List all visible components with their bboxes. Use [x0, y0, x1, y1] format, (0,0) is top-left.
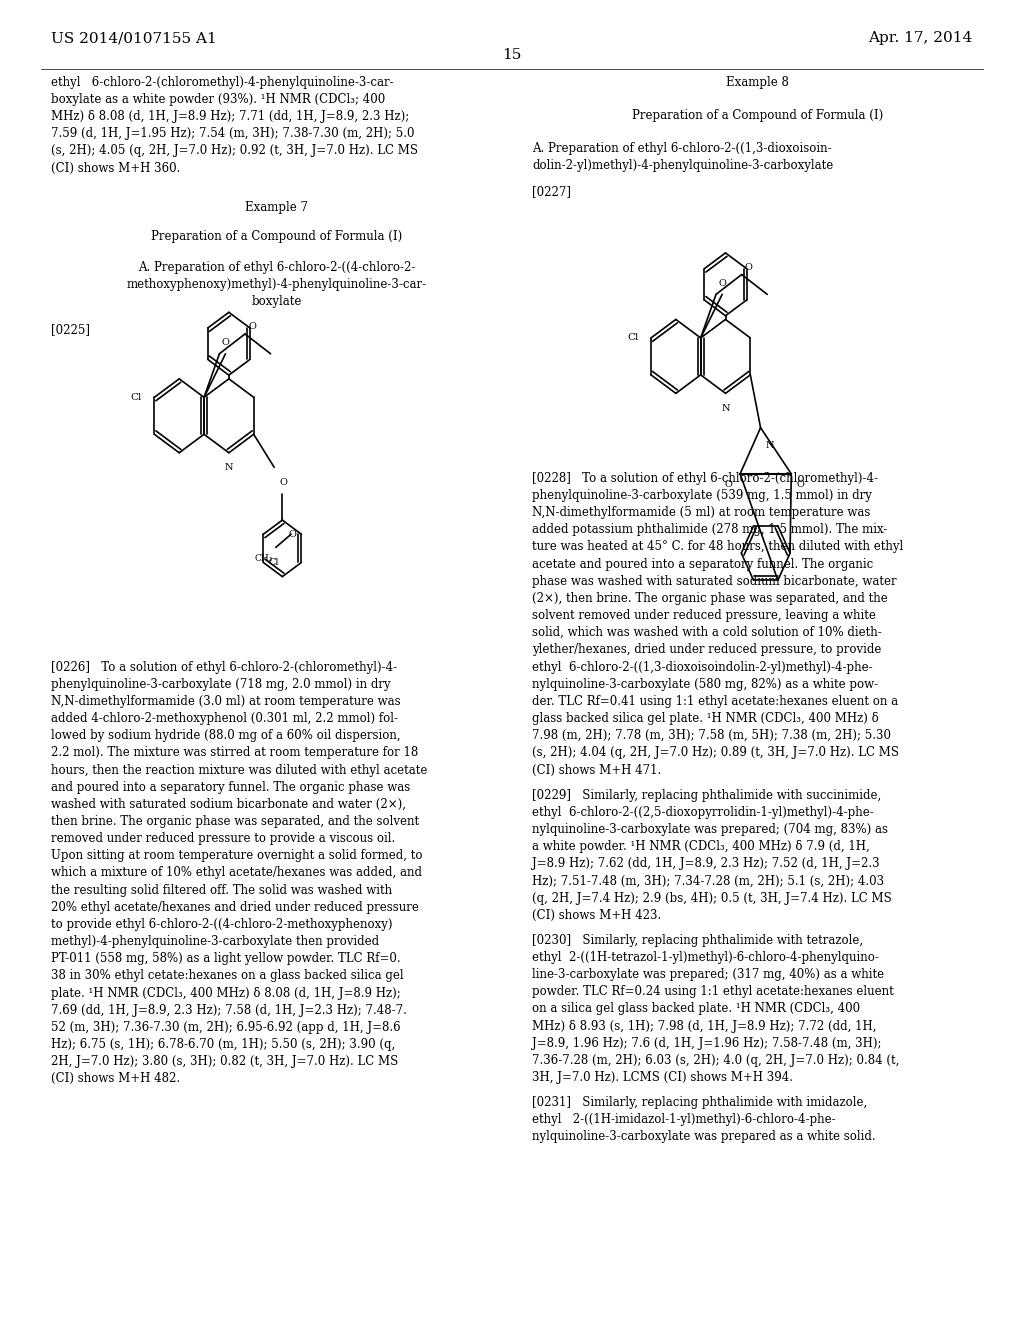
- Text: nylquinoline-3-carboxylate (580 mg, 82%) as a white pow-: nylquinoline-3-carboxylate (580 mg, 82%)…: [532, 677, 879, 690]
- Text: N,N-dimethylformamide (3.0 ml) at room temperature was: N,N-dimethylformamide (3.0 ml) at room t…: [51, 694, 400, 708]
- Text: 7.59 (d, 1H, J=1.95 Hz); 7.54 (m, 3H); 7.38-7.30 (m, 2H); 5.0: 7.59 (d, 1H, J=1.95 Hz); 7.54 (m, 3H); 7…: [51, 127, 415, 140]
- Text: acetate and poured into a separatory funnel. The organic: acetate and poured into a separatory fun…: [532, 557, 873, 570]
- Text: PT-011 (558 mg, 58%) as a light yellow powder. TLC Rf=0.: PT-011 (558 mg, 58%) as a light yellow p…: [51, 952, 400, 965]
- Text: 7.69 (dd, 1H, J=8.9, 2.3 Hz); 7.58 (d, 1H, J=2.3 Hz); 7.48-7.: 7.69 (dd, 1H, J=8.9, 2.3 Hz); 7.58 (d, 1…: [51, 1003, 408, 1016]
- Text: on a silica gel glass backed plate. ¹H NMR (CDCl₃, 400: on a silica gel glass backed plate. ¹H N…: [532, 1002, 860, 1015]
- Text: N: N: [224, 463, 233, 473]
- Text: which a mixture of 10% ethyl acetate/hexanes was added, and: which a mixture of 10% ethyl acetate/hex…: [51, 866, 422, 879]
- Text: Example 7: Example 7: [245, 201, 308, 214]
- Text: O: O: [221, 338, 229, 347]
- Text: boxylate as a white powder (93%). ¹H NMR (CDCl₃; 400: boxylate as a white powder (93%). ¹H NMR…: [51, 92, 385, 106]
- Text: nylquinoline-3-carboxylate was prepared as a white solid.: nylquinoline-3-carboxylate was prepared …: [532, 1130, 877, 1143]
- Text: Preparation of a Compound of Formula (I): Preparation of a Compound of Formula (I): [151, 230, 402, 243]
- Text: (q, 2H, J=7.4 Hz); 2.9 (bs, 4H); 0.5 (t, 3H, J=7.4 Hz). LC MS: (q, 2H, J=7.4 Hz); 2.9 (bs, 4H); 0.5 (t,…: [532, 891, 892, 904]
- Text: [0225]: [0225]: [51, 322, 90, 335]
- Text: A. Preparation of ethyl 6-chloro-2-((1,3-dioxoisoin-: A. Preparation of ethyl 6-chloro-2-((1,3…: [532, 141, 833, 154]
- Text: O: O: [797, 480, 804, 490]
- Text: 2H, J=7.0 Hz); 3.80 (s, 3H); 0.82 (t, 3H, J=7.0 Hz). LC MS: 2H, J=7.0 Hz); 3.80 (s, 3H); 0.82 (t, 3H…: [51, 1055, 398, 1068]
- Text: dolin-2-yl)methyl)-4-phenylquinoline-3-carboxylate: dolin-2-yl)methyl)-4-phenylquinoline-3-c…: [532, 158, 834, 172]
- Text: O: O: [248, 322, 256, 331]
- Text: N: N: [721, 404, 730, 413]
- Text: (CI) shows M+H 482.: (CI) shows M+H 482.: [51, 1072, 180, 1085]
- Text: solid, which was washed with a cold solution of 10% dieth-: solid, which was washed with a cold solu…: [532, 626, 883, 639]
- Text: 7.98 (m, 2H); 7.78 (m, 3H); 7.58 (m, 5H); 7.38 (m, 2H); 5.30: 7.98 (m, 2H); 7.78 (m, 3H); 7.58 (m, 5H)…: [532, 729, 892, 742]
- Text: methyl)-4-phenylquinoline-3-carboxylate then provided: methyl)-4-phenylquinoline-3-carboxylate …: [51, 935, 379, 948]
- Text: ethyl   6-chloro-2-(chloromethyl)-4-phenylquinoline-3-car-: ethyl 6-chloro-2-(chloromethyl)-4-phenyl…: [51, 75, 394, 88]
- Text: methoxyphenoxy)methyl)-4-phenylquinoline-3-car-: methoxyphenoxy)methyl)-4-phenylquinoline…: [126, 277, 427, 290]
- Text: (CI) shows M+H 471.: (CI) shows M+H 471.: [532, 763, 662, 776]
- Text: solvent removed under reduced pressure, leaving a white: solvent removed under reduced pressure, …: [532, 609, 877, 622]
- Text: O: O: [724, 480, 732, 490]
- Text: nylquinoline-3-carboxylate was prepared; (704 mg, 83%) as: nylquinoline-3-carboxylate was prepared;…: [532, 822, 889, 836]
- Text: Cl: Cl: [268, 558, 279, 568]
- Text: powder. TLC Rf=0.24 using 1:1 ethyl acetate:hexanes eluent: powder. TLC Rf=0.24 using 1:1 ethyl acet…: [532, 985, 894, 998]
- Text: ethyl  2-((1H-tetrazol-1-yl)methyl)-6-chloro-4-phenylquino-: ethyl 2-((1H-tetrazol-1-yl)methyl)-6-chl…: [532, 950, 880, 964]
- Text: the resulting solid filtered off. The solid was washed with: the resulting solid filtered off. The so…: [51, 883, 392, 896]
- Text: O: O: [744, 263, 753, 272]
- Text: 3H, J=7.0 Hz). LCMS (CI) shows M+H 394.: 3H, J=7.0 Hz). LCMS (CI) shows M+H 394.: [532, 1071, 794, 1084]
- Text: line-3-carboxylate was prepared; (317 mg, 40%) as a white: line-3-carboxylate was prepared; (317 mg…: [532, 968, 885, 981]
- Text: A. Preparation of ethyl 6-chloro-2-((4-chloro-2-: A. Preparation of ethyl 6-chloro-2-((4-c…: [138, 260, 415, 273]
- Text: ethyl  6-chloro-2-((2,5-dioxopyrrolidin-1-yl)methyl)-4-phe-: ethyl 6-chloro-2-((2,5-dioxopyrrolidin-1…: [532, 805, 874, 818]
- Text: MHz) δ 8.93 (s, 1H); 7.98 (d, 1H, J=8.9 Hz); 7.72 (dd, 1H,: MHz) δ 8.93 (s, 1H); 7.98 (d, 1H, J=8.9 …: [532, 1019, 877, 1032]
- Text: ethyl   2-((1H-imidazol-1-yl)methyl)-6-chloro-4-phe-: ethyl 2-((1H-imidazol-1-yl)methyl)-6-chl…: [532, 1113, 837, 1126]
- Text: ture was heated at 45° C. for 48 hours, then diluted with ethyl: ture was heated at 45° C. for 48 hours, …: [532, 540, 904, 553]
- Text: [0226]   To a solution of ethyl 6-chloro-2-(chloromethyl)-4-: [0226] To a solution of ethyl 6-chloro-2…: [51, 660, 397, 673]
- Text: Upon sitting at room temperature overnight a solid formed, to: Upon sitting at room temperature overnig…: [51, 849, 423, 862]
- Text: (CI) shows M+H 360.: (CI) shows M+H 360.: [51, 161, 180, 174]
- Text: 15: 15: [503, 49, 521, 62]
- Text: (CI) shows M+H 423.: (CI) shows M+H 423.: [532, 908, 662, 921]
- Text: [0230]   Similarly, replacing phthalimide with tetrazole,: [0230] Similarly, replacing phthalimide …: [532, 933, 863, 946]
- Text: [0229]   Similarly, replacing phthalimide with succinimide,: [0229] Similarly, replacing phthalimide …: [532, 788, 882, 801]
- Text: (s, 2H); 4.04 (q, 2H, J=7.0 Hz); 0.89 (t, 3H, J=7.0 Hz). LC MS: (s, 2H); 4.04 (q, 2H, J=7.0 Hz); 0.89 (t…: [532, 746, 899, 759]
- Text: (s, 2H); 4.05 (q, 2H, J=7.0 Hz); 0.92 (t, 3H, J=7.0 Hz). LC MS: (s, 2H); 4.05 (q, 2H, J=7.0 Hz); 0.92 (t…: [51, 144, 418, 157]
- Text: removed under reduced pressure to provide a viscous oil.: removed under reduced pressure to provid…: [51, 832, 395, 845]
- Text: O: O: [280, 478, 287, 487]
- Text: added potassium phthalimide (278 mg, 1.5 mmol). The mix-: added potassium phthalimide (278 mg, 1.5…: [532, 523, 888, 536]
- Text: 20% ethyl acetate/hexanes and dried under reduced pressure: 20% ethyl acetate/hexanes and dried unde…: [51, 900, 419, 913]
- Text: a white powder. ¹H NMR (CDCl₃, 400 MHz) δ 7.9 (d, 1H,: a white powder. ¹H NMR (CDCl₃, 400 MHz) …: [532, 840, 870, 853]
- Text: N,N-dimethylformamide (5 ml) at room temperature was: N,N-dimethylformamide (5 ml) at room tem…: [532, 506, 870, 519]
- Text: [0227]: [0227]: [532, 185, 571, 198]
- Text: J=8.9 Hz); 7.62 (dd, 1H, J=8.9, 2.3 Hz); 7.52 (d, 1H, J=2.3: J=8.9 Hz); 7.62 (dd, 1H, J=8.9, 2.3 Hz);…: [532, 857, 880, 870]
- Text: O: O: [289, 529, 296, 539]
- Text: phase was washed with saturated sodium bicarbonate, water: phase was washed with saturated sodium b…: [532, 574, 897, 587]
- Text: US 2014/0107155 A1: US 2014/0107155 A1: [51, 32, 217, 45]
- Text: Apr. 17, 2014: Apr. 17, 2014: [868, 32, 973, 45]
- Text: Cl: Cl: [130, 393, 142, 401]
- Text: Preparation of a Compound of Formula (I): Preparation of a Compound of Formula (I): [632, 108, 884, 121]
- Text: lowed by sodium hydride (88.0 mg of a 60% oil dispersion,: lowed by sodium hydride (88.0 mg of a 60…: [51, 729, 400, 742]
- Text: CH₃: CH₃: [254, 554, 272, 564]
- Text: Example 8: Example 8: [726, 75, 790, 88]
- Text: glass backed silica gel plate. ¹H NMR (CDCl₃, 400 MHz) δ: glass backed silica gel plate. ¹H NMR (C…: [532, 711, 880, 725]
- Text: der. TLC Rf=0.41 using 1:1 ethyl acetate:hexanes eluent on a: der. TLC Rf=0.41 using 1:1 ethyl acetate…: [532, 694, 899, 708]
- Text: and poured into a separatory funnel. The organic phase was: and poured into a separatory funnel. The…: [51, 780, 411, 793]
- Text: hours, then the reaction mixture was diluted with ethyl acetate: hours, then the reaction mixture was dil…: [51, 763, 428, 776]
- Text: 38 in 30% ethyl cetate:hexanes on a glass backed silica gel: 38 in 30% ethyl cetate:hexanes on a glas…: [51, 969, 403, 982]
- Text: J=8.9, 1.96 Hz); 7.6 (d, 1H, J=1.96 Hz); 7.58-7.48 (m, 3H);: J=8.9, 1.96 Hz); 7.6 (d, 1H, J=1.96 Hz);…: [532, 1036, 882, 1049]
- Text: to provide ethyl 6-chloro-2-((4-chloro-2-methoxyphenoxy): to provide ethyl 6-chloro-2-((4-chloro-2…: [51, 917, 392, 931]
- Text: O: O: [718, 279, 726, 288]
- Text: Hz); 7.51-7.48 (m, 3H); 7.34-7.28 (m, 2H); 5.1 (s, 2H); 4.03: Hz); 7.51-7.48 (m, 3H); 7.34-7.28 (m, 2H…: [532, 874, 885, 887]
- Text: added 4-chloro-2-methoxyphenol (0.301 ml, 2.2 mmol) fol-: added 4-chloro-2-methoxyphenol (0.301 ml…: [51, 711, 398, 725]
- Text: MHz) δ 8.08 (d, 1H, J=8.9 Hz); 7.71 (dd, 1H, J=8.9, 2.3 Hz);: MHz) δ 8.08 (d, 1H, J=8.9 Hz); 7.71 (dd,…: [51, 110, 410, 123]
- Text: Hz); 6.75 (s, 1H); 6.78-6.70 (m, 1H); 5.50 (s, 2H); 3.90 (q,: Hz); 6.75 (s, 1H); 6.78-6.70 (m, 1H); 5.…: [51, 1038, 395, 1051]
- Text: then brine. The organic phase was separated, and the solvent: then brine. The organic phase was separa…: [51, 814, 419, 828]
- Text: ethyl  6-chloro-2-((1,3-dioxoisoindolin-2-yl)methyl)-4-phe-: ethyl 6-chloro-2-((1,3-dioxoisoindolin-2…: [532, 660, 873, 673]
- Text: 52 (m, 3H); 7.36-7.30 (m, 2H); 6.95-6.92 (app d, 1H, J=8.6: 52 (m, 3H); 7.36-7.30 (m, 2H); 6.95-6.92…: [51, 1020, 400, 1034]
- Text: [0228]   To a solution of ethyl 6-chloro-2-(chloromethyl)-4-: [0228] To a solution of ethyl 6-chloro-2…: [532, 471, 879, 484]
- Text: 7.36-7.28 (m, 2H); 6.03 (s, 2H); 4.0 (q, 2H, J=7.0 Hz); 0.84 (t,: 7.36-7.28 (m, 2H); 6.03 (s, 2H); 4.0 (q,…: [532, 1053, 900, 1067]
- Text: (2×), then brine. The organic phase was separated, and the: (2×), then brine. The organic phase was …: [532, 591, 888, 605]
- Text: [0231]   Similarly, replacing phthalimide with imidazole,: [0231] Similarly, replacing phthalimide …: [532, 1096, 867, 1109]
- Text: 2.2 mol). The mixture was stirred at room temperature for 18: 2.2 mol). The mixture was stirred at roo…: [51, 746, 419, 759]
- Text: phenylquinoline-3-carboxylate (718 mg, 2.0 mmol) in dry: phenylquinoline-3-carboxylate (718 mg, 2…: [51, 677, 391, 690]
- Text: boxylate: boxylate: [251, 294, 302, 308]
- Text: ylether/hexanes, dried under reduced pressure, to provide: ylether/hexanes, dried under reduced pre…: [532, 643, 882, 656]
- Text: plate. ¹H NMR (CDCl₃, 400 MHz) δ 8.08 (d, 1H, J=8.9 Hz);: plate. ¹H NMR (CDCl₃, 400 MHz) δ 8.08 (d…: [51, 986, 401, 999]
- Text: phenylquinoline-3-carboxylate (539 mg, 1.5 mmol) in dry: phenylquinoline-3-carboxylate (539 mg, 1…: [532, 488, 872, 502]
- Text: N: N: [766, 441, 774, 450]
- Text: washed with saturated sodium bicarbonate and water (2×),: washed with saturated sodium bicarbonate…: [51, 797, 407, 810]
- Text: Cl: Cl: [627, 334, 639, 342]
